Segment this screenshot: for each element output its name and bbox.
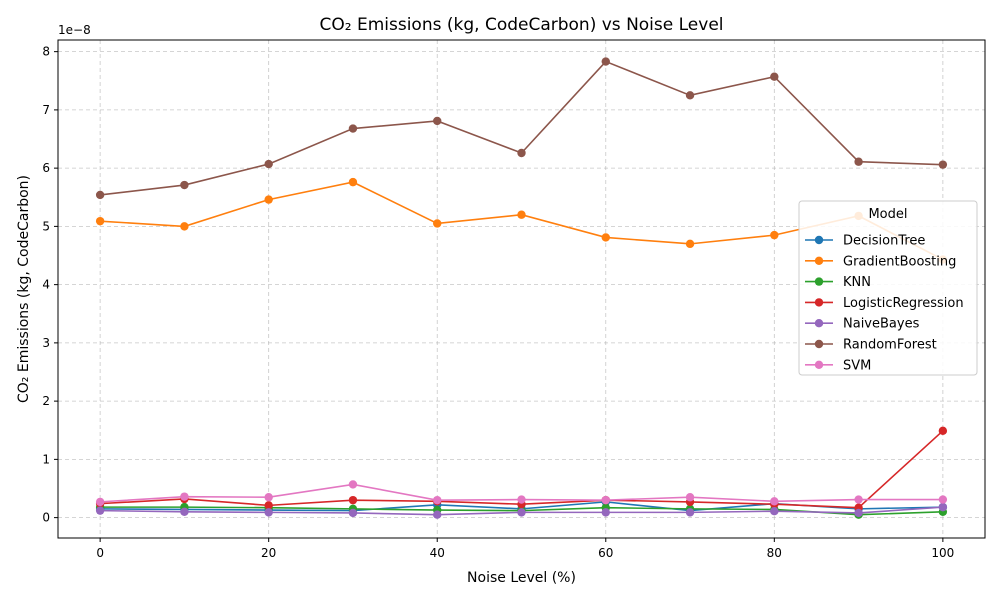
legend-box [798, 200, 978, 376]
x-tick-label: 80 [767, 546, 782, 560]
series-line [100, 60, 943, 196]
x-axis-label: Noise Level (%) [467, 570, 576, 586]
legend-marker [814, 319, 824, 328]
x-tick-label: 100 [931, 546, 954, 560]
legend-item-RandomForest: RandomForest [805, 338, 937, 353]
x-tick-label: 40 [430, 546, 445, 560]
data-point [517, 148, 526, 158]
data-point [685, 508, 695, 517]
legend-item-DecisionTree: DecisionTree [805, 234, 925, 249]
data-point [938, 495, 948, 504]
legend-item-LogisticRegression: LogisticRegression [805, 296, 964, 311]
series-SVM [95, 480, 948, 507]
data-point [180, 492, 189, 501]
data-point [685, 239, 695, 249]
data-point [685, 91, 695, 100]
data-point [517, 495, 526, 504]
data-point [433, 116, 442, 126]
data-point [433, 219, 442, 228]
legend-marker [814, 298, 824, 307]
x-tick-label: 60 [598, 546, 613, 560]
data-point [264, 501, 273, 510]
data-point [938, 502, 948, 512]
y-axis-label: CO₂ Emissions (kg, CodeCarbon) [16, 175, 32, 403]
y-tick-label: 6 [42, 161, 50, 175]
data-point [770, 497, 779, 506]
data-point [770, 507, 779, 516]
data-point [770, 230, 779, 240]
data-point [517, 508, 526, 517]
legend-marker [814, 277, 824, 286]
series-RandomForest [95, 57, 948, 200]
data-point [348, 495, 358, 505]
data-point [180, 222, 189, 231]
y-axis-offset-text: 1e−8 [58, 23, 91, 37]
y-tick-label: 0 [42, 511, 50, 525]
data-point [264, 195, 273, 204]
legend-label: RandomForest [843, 338, 937, 353]
data-point [601, 495, 610, 505]
data-point [517, 210, 526, 219]
legend-label: KNN [843, 275, 871, 290]
y-tick-label: 8 [42, 45, 50, 59]
data-point [770, 72, 779, 81]
data-point [180, 180, 189, 190]
y-tick-label: 7 [42, 103, 50, 117]
legend-marker [814, 256, 824, 265]
data-point [180, 507, 189, 516]
data-point [348, 480, 358, 489]
data-point [95, 506, 105, 515]
data-point [348, 177, 358, 187]
y-tick-label: 2 [42, 394, 50, 408]
legend-label: GradientBoosting [843, 254, 956, 269]
data-point [601, 57, 610, 66]
data-point [264, 493, 273, 502]
legend-label: SVM [843, 358, 871, 373]
data-point [938, 426, 948, 436]
data-point [854, 495, 863, 504]
data-point [348, 508, 358, 518]
legend-label: NaiveBayes [843, 317, 920, 332]
y-tick-label: 3 [42, 336, 50, 350]
legend-marker [814, 360, 824, 369]
data-point [433, 510, 442, 519]
legend: Model DecisionTree GradientBoosting KNN Logi… [798, 200, 978, 376]
y-tick-label: 5 [42, 219, 50, 233]
chart-title: CO₂ Emissions (kg, CodeCarbon) vs Noise … [320, 15, 724, 35]
data-point [264, 159, 273, 169]
legend-label: LogisticRegression [843, 296, 964, 311]
legend-title: Model [868, 207, 907, 222]
x-axis-ticks: 0 20 40 60 80 100 [96, 538, 954, 560]
y-tick-label: 4 [42, 278, 50, 292]
legend-item-SVM: SVM [805, 358, 871, 373]
data-point [264, 508, 273, 517]
data-point [685, 493, 695, 502]
data-point [95, 216, 105, 226]
data-point [601, 508, 610, 517]
data-point [95, 497, 105, 507]
x-tick-label: 0 [96, 546, 104, 560]
legend-item-GradientBoosting: GradientBoosting [805, 254, 956, 269]
data-point [854, 157, 863, 166]
data-point [854, 508, 863, 518]
series-layer [95, 57, 948, 519]
legend-label: DecisionTree [843, 234, 925, 249]
data-point [601, 233, 610, 242]
legend-item-KNN: KNN [805, 275, 871, 290]
legend-marker [814, 339, 824, 349]
data-point [95, 190, 105, 200]
data-point [938, 160, 948, 169]
series-NaiveBayes [95, 502, 948, 519]
x-tick-label: 20 [261, 546, 276, 560]
legend-marker [814, 235, 824, 245]
data-point [433, 495, 442, 505]
y-axis-ticks: 0 1 2 3 4 5 6 7 8 [42, 45, 58, 525]
legend-item-NaiveBayes: NaiveBayes [805, 317, 920, 332]
data-point [348, 124, 358, 133]
y-tick-label: 1 [42, 452, 50, 466]
plot-frame [57, 39, 986, 539]
